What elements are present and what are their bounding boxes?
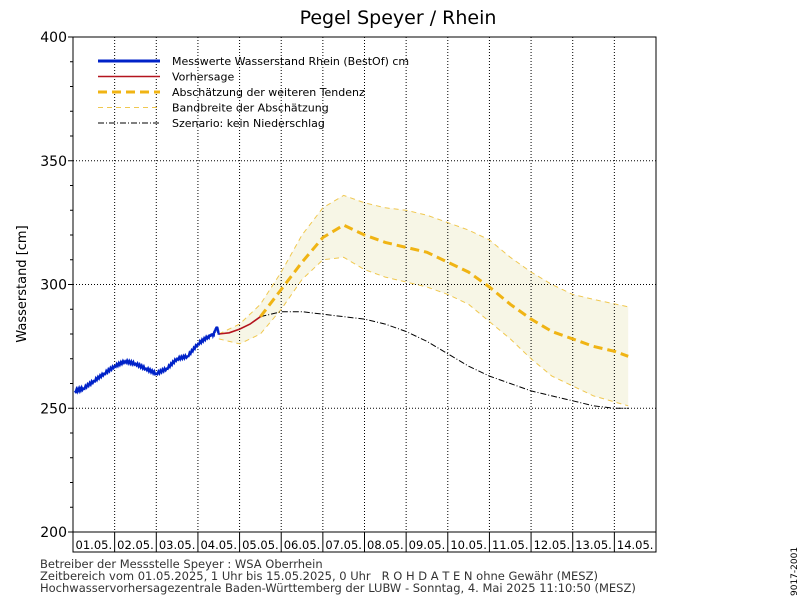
- y-tick-label: 200: [40, 525, 67, 541]
- footer-time-range: Zeitbereich vom 01.05.2025, 1 Uhr bis 15…: [40, 569, 598, 583]
- x-tick-label: 02.05.: [117, 538, 154, 552]
- x-tick-label: 07.05.: [325, 538, 362, 552]
- x-tick-label: 09.05.: [409, 538, 446, 552]
- x-tick-label: 05.05.: [242, 538, 279, 552]
- x-tick-label: 01.05.: [76, 538, 113, 552]
- x-tick-label: 03.05.: [159, 538, 196, 552]
- series-scenario-line: [260, 311, 629, 409]
- y-tick-label: 250: [40, 401, 67, 417]
- chart-title: Pegel Speyer / Rhein: [300, 7, 497, 29]
- y-tick-label: 300: [40, 278, 67, 294]
- legend-label: Messwerte Wasserstand Rhein (BestOf) cm: [172, 55, 409, 68]
- series-tendency-line: [259, 223, 629, 358]
- y-axis-label: Wasserstand [cm]: [15, 225, 30, 342]
- footer-operator: Betreiber der Messstelle Speyer : WSA Ob…: [40, 557, 323, 571]
- x-tick-label: 14.05.: [617, 538, 654, 552]
- legend-label: Abschätzung der weiteren Tendenz: [172, 86, 365, 99]
- x-tick-label: 06.05.: [284, 538, 321, 552]
- band-upper-line: [218, 194, 629, 335]
- x-tick-label: 12.05.: [534, 538, 571, 552]
- band-fill-area: [218, 195, 629, 406]
- legend-label: Vorhersage: [172, 71, 234, 84]
- series-forecast-line: [218, 316, 261, 335]
- side-code: 9017-2001: [790, 546, 800, 596]
- footer-issuer: Hochwasservorhersagezentrale Baden-Württ…: [40, 581, 636, 595]
- legend-label: Szenario: kein Niederschlag: [172, 117, 325, 130]
- x-tick-label: 08.05.: [367, 538, 404, 552]
- y-tick-label: 400: [40, 30, 67, 46]
- x-tick-label: 11.05.: [492, 538, 529, 552]
- y-tick-label: 350: [40, 154, 67, 170]
- x-tick-label: 13.05.: [575, 538, 612, 552]
- series-measured-line: [73, 326, 220, 395]
- band-lower-line: [218, 256, 629, 407]
- x-tick-label: 04.05.: [200, 538, 237, 552]
- legend-label: Bandbreite der Abschätzung: [172, 102, 329, 115]
- x-tick-label: 10.05.: [450, 538, 487, 552]
